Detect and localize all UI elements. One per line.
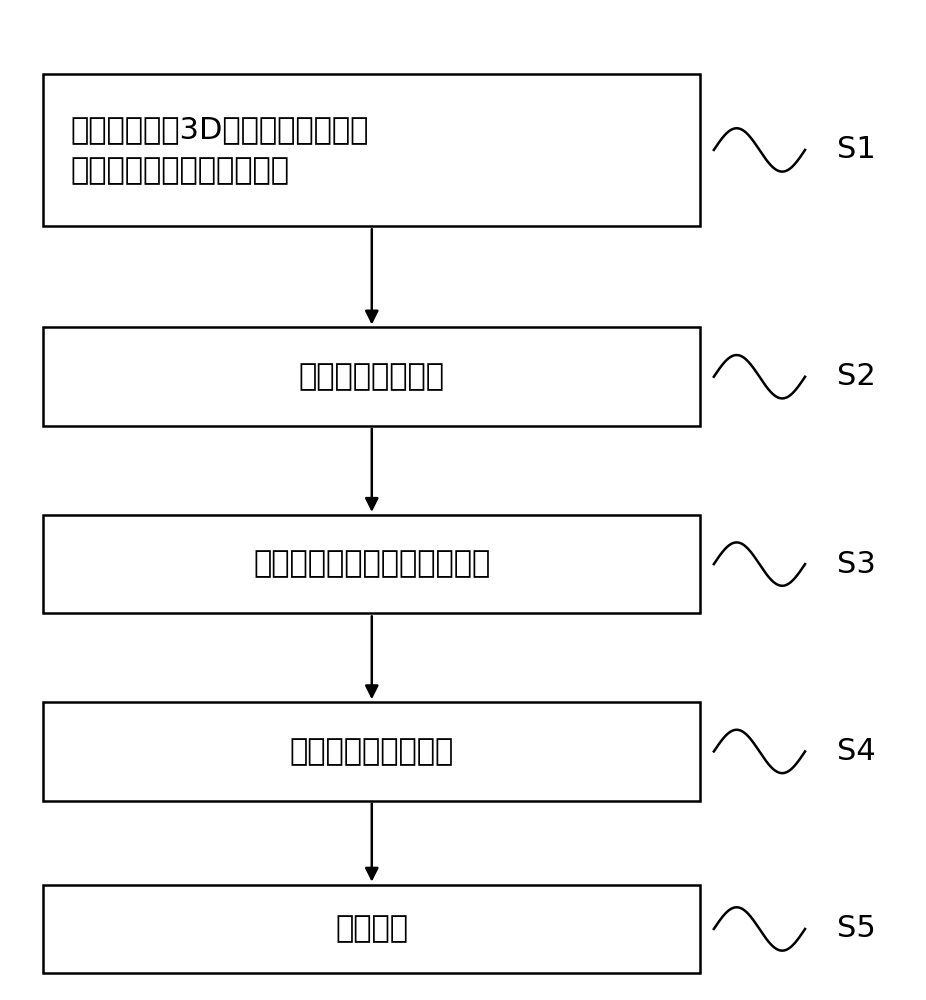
Text: S1: S1 [837, 135, 876, 164]
Text: S4: S4 [837, 737, 876, 766]
Text: 程序二次开发及对应程序替换: 程序二次开发及对应程序替换 [253, 550, 491, 579]
Text: S2: S2 [837, 362, 876, 391]
Text: 冲压工艺仿真分析: 冲压工艺仿真分析 [299, 362, 444, 391]
Text: 高精度近似模型拟合: 高精度近似模型拟合 [290, 737, 454, 766]
Text: 优化设计: 优化设计 [335, 914, 408, 943]
Bar [44, 885, 700, 973]
Text: S5: S5 [837, 914, 876, 943]
Bar [44, 74, 700, 226]
Text: S3: S3 [837, 550, 876, 579]
Bar [44, 702, 700, 801]
Bar [44, 515, 700, 613]
Text: 拉伸、反拉模3D参数化模型建立与
自动化，创建并驱动宏程序: 拉伸、反拉模3D参数化模型建立与 自动化，创建并驱动宏程序 [70, 115, 369, 185]
Bar [44, 327, 700, 426]
